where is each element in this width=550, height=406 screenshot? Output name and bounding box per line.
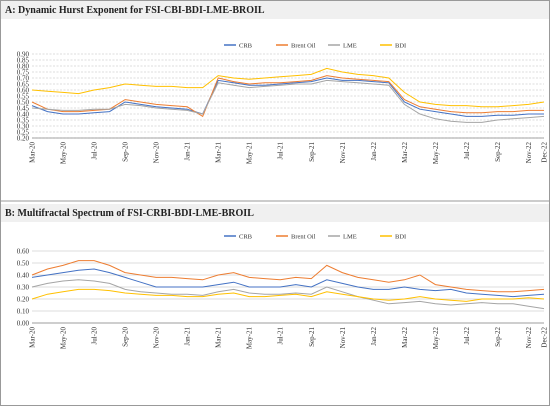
legend-label: LME xyxy=(343,234,357,241)
data-line xyxy=(31,268,545,298)
x-tick-label: May-21 xyxy=(246,142,254,165)
x-tick-label: Mar-21 xyxy=(215,142,223,163)
y-tick-label: 0.30 xyxy=(17,123,30,131)
x-tick-label: Dec-22 xyxy=(541,327,549,348)
x-tick-label: May-20 xyxy=(60,142,68,165)
x-tick-label: Nov-21 xyxy=(339,327,347,349)
y-tick-label: 0.75 xyxy=(17,69,30,77)
y-tick-label: 0.45 xyxy=(17,105,30,113)
header-b xyxy=(1,204,549,222)
y-tick-label: 0.70 xyxy=(17,75,30,83)
x-tick-label: Sep-20 xyxy=(122,142,130,162)
x-tick-label: Jul-20 xyxy=(91,327,99,345)
x-tick-label: Mar-21 xyxy=(215,327,223,348)
x-tick-label: Sep-21 xyxy=(308,327,316,347)
data-line xyxy=(31,79,545,123)
x-tick-label: Mar-22 xyxy=(401,142,409,163)
y-tick-label: 0.85 xyxy=(17,57,30,65)
x-tick-label: Jan-22 xyxy=(370,142,378,161)
legend-label: BDI xyxy=(395,43,406,50)
x-tick-label: Mar-20 xyxy=(29,142,37,163)
x-tick-label: Sep-22 xyxy=(494,142,502,162)
x-tick-label: Jul-20 xyxy=(91,142,99,160)
y-tick-label: 0.60 xyxy=(17,248,30,256)
y-tick-label: 0.20 xyxy=(17,135,30,143)
legend-label: BDI xyxy=(395,234,406,241)
x-tick-label: Nov-20 xyxy=(153,142,161,164)
y-tick-label: 0.35 xyxy=(17,117,30,125)
x-tick-label: Jan-21 xyxy=(184,327,192,346)
legend-label: Brent Oil xyxy=(291,43,316,50)
x-tick-label: Jul-22 xyxy=(463,142,471,160)
data-line xyxy=(31,279,545,310)
y-tick-label: 0.25 xyxy=(17,129,30,137)
x-tick-label: May-22 xyxy=(432,142,440,165)
y-tick-label: 0.50 xyxy=(17,260,30,268)
x-tick-label: May-22 xyxy=(432,327,440,350)
y-tick-label: 0.90 xyxy=(17,51,30,59)
x-tick-label: Mar-22 xyxy=(401,327,409,348)
x-tick-label: Jul-21 xyxy=(277,327,285,345)
y-tick-label: 0.30 xyxy=(17,284,30,292)
y-tick-label: 0.60 xyxy=(17,87,30,95)
y-tick-label: 0.00 xyxy=(17,320,30,328)
x-tick-label: Nov-21 xyxy=(339,142,347,164)
x-tick-label: Jul-21 xyxy=(277,142,285,160)
y-tick-label: 0.40 xyxy=(17,272,30,280)
data-line xyxy=(31,260,545,293)
data-line xyxy=(31,67,545,108)
x-tick-label: May-20 xyxy=(60,327,68,350)
y-tick-label: 0.65 xyxy=(17,81,30,89)
header-a xyxy=(1,1,549,19)
chart-title: B: Multifractal Spectrum of FSI-CRBI-BDI… xyxy=(5,208,254,219)
y-tick-label: 0.55 xyxy=(17,93,30,101)
y-tick-label: 0.80 xyxy=(17,63,30,71)
legend-label: Brent Oil xyxy=(291,234,316,241)
data-line xyxy=(31,75,544,118)
x-tick-label: Jul-22 xyxy=(463,327,471,345)
x-tick-label: Nov-20 xyxy=(153,327,161,349)
x-tick-label: May-21 xyxy=(246,327,254,350)
y-tick-label: 0.10 xyxy=(17,308,30,316)
legend-label: CRB xyxy=(239,234,253,241)
y-tick-label: 0.20 xyxy=(17,296,30,304)
x-tick-label: Nov-22 xyxy=(525,142,533,164)
x-tick-label: Jan-22 xyxy=(370,327,378,346)
y-tick-label: 0.40 xyxy=(17,111,30,119)
x-tick-label: Mar-20 xyxy=(29,327,37,348)
y-tick-label: 0.50 xyxy=(17,99,30,107)
x-tick-label: Dec-22 xyxy=(541,142,549,163)
x-tick-label: Nov-22 xyxy=(525,327,533,349)
legend-label: LME xyxy=(343,43,357,50)
x-tick-label: Sep-20 xyxy=(122,327,130,347)
data-line xyxy=(31,288,545,302)
legend-label: CRB xyxy=(239,43,253,50)
chart-title: A: Dynamic Hurst Exponent for FSI-CBI-BD… xyxy=(5,5,265,16)
x-tick-label: Sep-21 xyxy=(308,142,316,162)
x-tick-label: Jan-21 xyxy=(184,142,192,161)
x-tick-label: Sep-22 xyxy=(494,327,502,347)
